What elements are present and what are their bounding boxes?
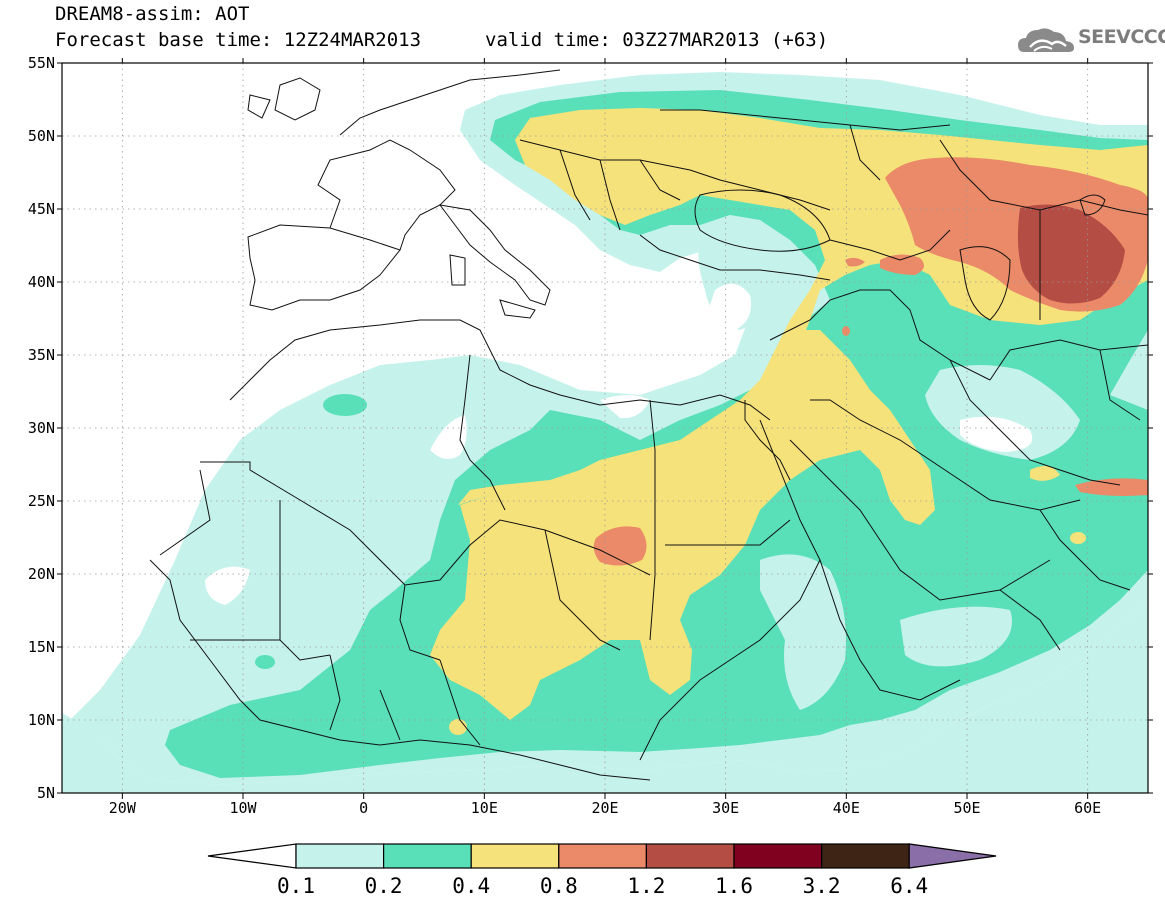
aot-level-0-2-area	[255, 655, 275, 669]
colorbar-level-label: 3.2	[803, 874, 841, 898]
aot-contours	[62, 63, 1148, 793]
lon-tick-label: 20E	[591, 799, 618, 817]
aot-level-0-8-area	[845, 257, 865, 267]
colorbar-level-label: 1.6	[715, 874, 753, 898]
aot-level-0-8-area	[842, 326, 850, 336]
colorbar-low-arrow	[207, 843, 297, 869]
colorbar-box	[733, 843, 823, 869]
aot-level-0-8-area	[1075, 478, 1148, 496]
aot-level-0-4-area	[1070, 532, 1086, 544]
valid-time: valid time: 03Z27MAR2013 (+63)	[485, 29, 829, 51]
lat-tick-label: 30N	[28, 419, 55, 437]
logo-text: SEEVCCC	[1078, 26, 1165, 48]
aot-level-0-4-area	[1030, 466, 1060, 481]
aot-level-0-8-area	[880, 254, 924, 275]
aot-level-1-2-area	[1017, 204, 1125, 304]
lat-tick-label: 40N	[28, 273, 55, 291]
country-boundaries	[149, 69, 1148, 781]
colorbar-level-label: 0.2	[365, 874, 403, 898]
aot-clear-area	[205, 566, 250, 605]
aot-level-0-4-area	[430, 330, 935, 720]
aot-level-0-1-area	[62, 600, 1148, 793]
lon-tick-label: 10W	[229, 799, 257, 817]
colorbar: 0.1 0.2 0.4 0.8 1.2 1.6 3.2 6.4	[207, 843, 997, 898]
colorbar-box	[383, 843, 472, 869]
cloud-logo-icon	[1018, 28, 1074, 52]
aot-clear-area	[960, 416, 1033, 452]
lat-tick-label: 45N	[28, 200, 55, 218]
lat-tick-label: 15N	[28, 638, 55, 656]
aot-low-area	[760, 554, 846, 710]
map-title: DREAM8-assim: AOT	[55, 3, 250, 25]
colorbar-level-label: 0.1	[277, 874, 315, 898]
colorbar-level-label: 6.4	[890, 874, 928, 898]
aot-level-0-4-area	[449, 719, 467, 735]
lat-tick-label: 25N	[28, 492, 55, 510]
lat-tick-label: 35N	[28, 346, 55, 364]
lat-tick-label: 55N	[28, 54, 55, 72]
colorbar-box	[645, 843, 735, 869]
axis-ticks: 55N 50N 45N 40N 35N 30N 25N 20N 15N 10N 5N 20W 10W 0 1…	[28, 54, 1153, 817]
aot-level-0-2-area	[323, 394, 367, 416]
colorbar-box	[820, 843, 910, 869]
lon-tick-label: 60E	[1074, 799, 1101, 817]
colorbar-high-arrow	[908, 843, 997, 869]
forecast-base-time: Forecast base time: 12Z24MAR2013	[55, 29, 422, 51]
aot-clear-area	[710, 283, 751, 330]
lat-tick-label: 50N	[28, 127, 55, 145]
lat-tick-label: 10N	[28, 711, 55, 729]
lat-tick-label: 5N	[37, 784, 55, 802]
lat-tick-label: 20N	[28, 565, 55, 583]
map-graticule	[62, 63, 1148, 793]
aot-clear-area	[430, 415, 467, 459]
lon-tick-label: 0	[359, 799, 368, 817]
colorbar-level-label: 0.8	[540, 874, 578, 898]
colorbar-level-label: 0.4	[452, 874, 490, 898]
aot-level-0-8-area	[593, 526, 647, 566]
colorbar-box	[558, 843, 647, 869]
colorbar-level-label: 1.2	[627, 874, 665, 898]
lon-tick-label: 30E	[712, 799, 739, 817]
aot-low-area	[900, 606, 1012, 667]
lon-tick-label: 40E	[833, 799, 860, 817]
colorbar-box	[470, 843, 560, 869]
lon-tick-label: 20W	[109, 799, 137, 817]
lon-tick-label: 50E	[953, 799, 980, 817]
colorbar-box	[295, 843, 385, 869]
lon-tick-label: 10E	[471, 799, 498, 817]
